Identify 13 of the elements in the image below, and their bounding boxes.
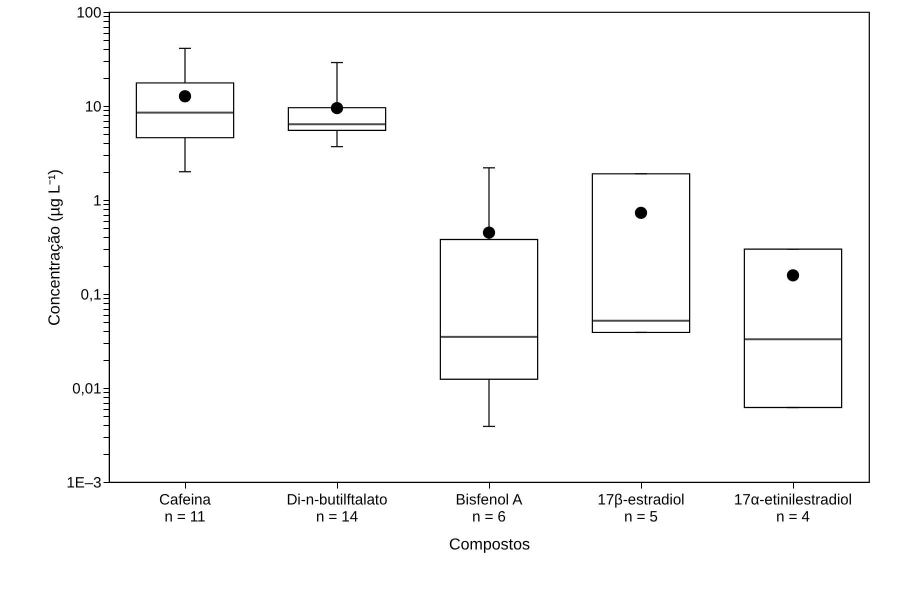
y-tick-label: 1 <box>93 192 102 210</box>
x-tick-label: Cafeina n = 11 <box>159 492 212 526</box>
x-axis-title: Compostos <box>449 536 530 554</box>
y-axis-title: Concentração (µg L⁻¹) <box>46 169 64 326</box>
y-tick-label: 0,1 <box>80 286 102 304</box>
x-tick-label: Di-n-butilftalato n = 14 <box>286 492 388 526</box>
y-tick-label: 10 <box>84 98 102 116</box>
y-tick-label: 0,01 <box>72 380 102 398</box>
x-tick-label: Bisfenol A n = 6 <box>456 492 522 526</box>
y-tick-label: 1E–3 <box>66 474 102 492</box>
y-tick-label: 100 <box>76 4 102 22</box>
x-tick-label: 17β-estradiol n = 5 <box>597 492 685 526</box>
x-tick-label: 17α-etinilestradiol n = 4 <box>734 492 852 526</box>
